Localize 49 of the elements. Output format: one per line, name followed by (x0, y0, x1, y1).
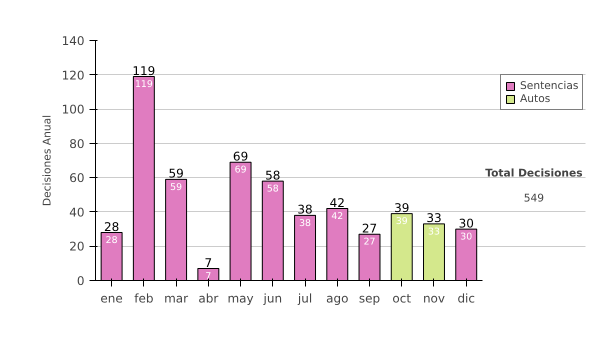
data-label: 27 (364, 236, 376, 248)
y-tick-label: 100 (62, 102, 84, 117)
data-label: 33 (428, 226, 440, 238)
data-label: 39 (396, 216, 408, 228)
total-label: 27 (362, 222, 378, 236)
legend-label: Sentencias (520, 79, 578, 92)
total-label: 59 (168, 166, 184, 181)
total-label: 28 (104, 220, 120, 234)
x-tick-label: feb (134, 292, 154, 306)
y-tick-label: 80 (69, 136, 85, 151)
data-label: 42 (331, 210, 344, 222)
x-tick-label: may (227, 292, 254, 306)
x-tick-label: ago (326, 292, 348, 306)
y-tick-label: 140 (62, 34, 84, 48)
total-label: 58 (265, 168, 280, 182)
text: 549 (524, 191, 544, 204)
total-label: 69 (232, 150, 248, 164)
x-tick-label: sep (358, 292, 380, 306)
data-label: 69 (234, 164, 247, 176)
data-label: 7 (205, 270, 212, 282)
text: Total Decisiones (485, 166, 583, 180)
total-label: 30 (458, 216, 474, 230)
x-tick-label: jul (296, 292, 312, 306)
y-tick-label: 20 (69, 240, 85, 254)
legend-label: Autos (520, 92, 550, 105)
total-label: 33 (426, 211, 442, 226)
x-tick-label: abr (198, 292, 218, 306)
y-tick-label: 120 (62, 68, 84, 82)
total-label: 119 (132, 64, 156, 78)
data-label: 30 (460, 232, 472, 242)
data-label: 38 (299, 218, 312, 229)
y-tick-label: 0 (76, 274, 85, 288)
total-label: 42 (330, 196, 345, 210)
total-label: 39 (394, 200, 410, 215)
x-tick-label: jun (262, 292, 282, 306)
y-axis-title: Decisiones Anual (40, 114, 54, 206)
data-label: 59 (170, 182, 182, 193)
x-tick-label: oct (392, 292, 412, 306)
total-label: 38 (297, 202, 313, 217)
y-tick-label: 40 (69, 205, 85, 220)
x-tick-label: nov (422, 292, 446, 306)
data-label: 119 (134, 78, 153, 90)
x-tick-label: ene (100, 292, 123, 306)
x-tick-label: dic (457, 292, 476, 306)
x-tick-label: mar (164, 292, 188, 306)
data-label: 28 (106, 234, 118, 246)
y-tick-label: 60 (69, 171, 85, 186)
data-label: 58 (266, 184, 279, 194)
total-label: 7 (204, 256, 212, 270)
